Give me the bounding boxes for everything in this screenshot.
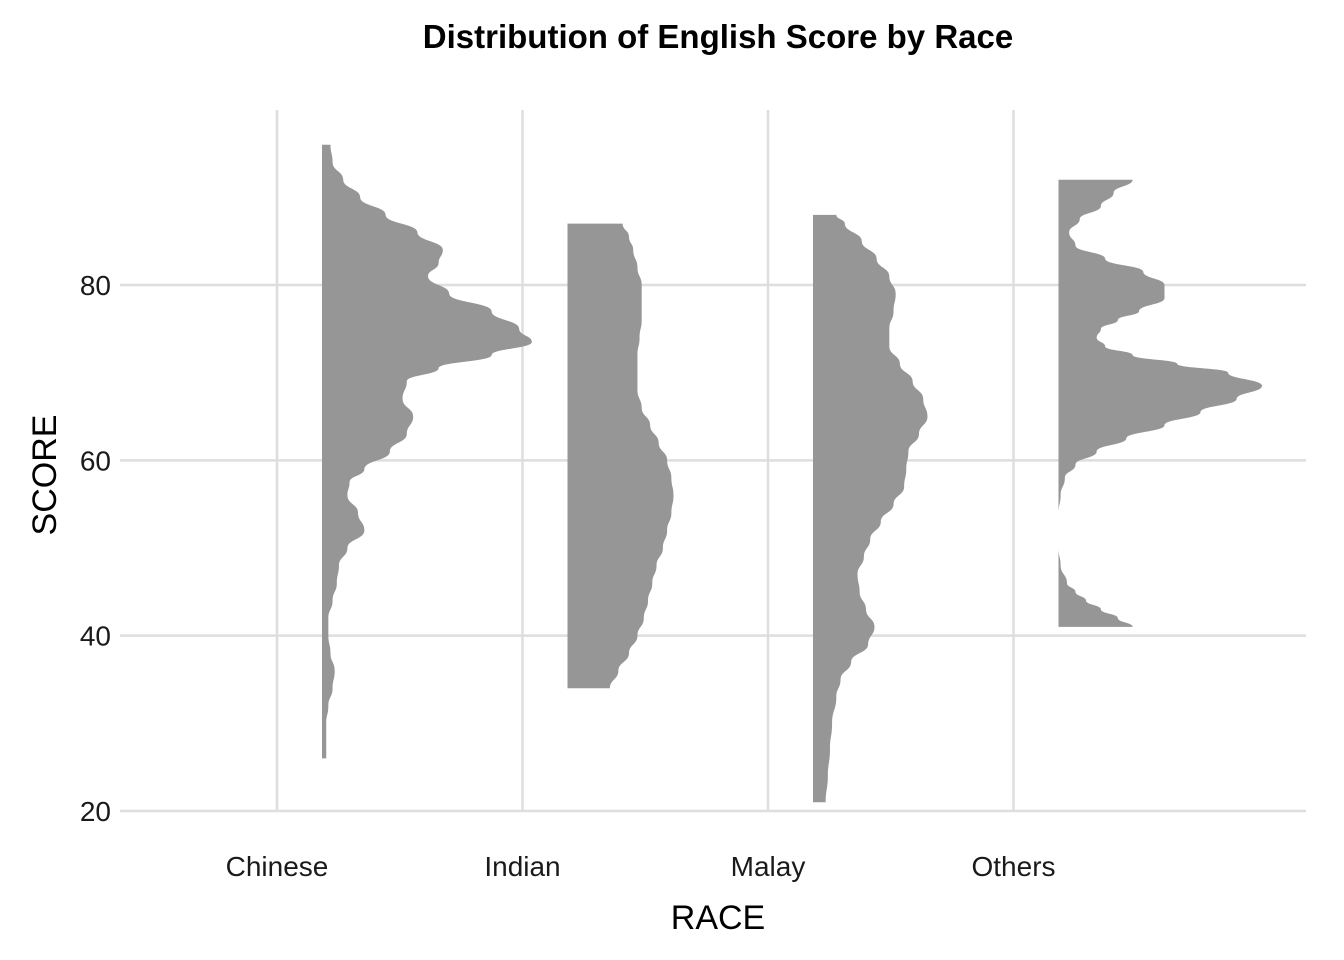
violin-chinese <box>322 144 532 759</box>
x-tick-label-malay: Malay <box>731 851 806 882</box>
violin-others <box>1058 179 1263 627</box>
y-axis-title: SCORE <box>26 415 64 536</box>
x-tick-label-others: Others <box>971 851 1055 882</box>
x-tick-label-indian: Indian <box>484 851 560 882</box>
x-tick-label-chinese: Chinese <box>226 851 329 882</box>
y-tick-label-20: 20 <box>80 796 111 827</box>
y-tick-label-60: 60 <box>80 445 111 476</box>
violins <box>322 144 1263 803</box>
violin-malay <box>813 214 928 803</box>
x-axis-ticks: Chinese Indian Malay Others <box>226 851 1056 882</box>
violin-indian <box>567 223 674 689</box>
chart-title: Distribution of English Score by Race <box>423 18 1013 55</box>
grid <box>120 110 1306 813</box>
y-tick-label-80: 80 <box>80 270 111 301</box>
y-tick-label-40: 40 <box>80 621 111 652</box>
y-axis-ticks: 20 40 60 80 <box>80 270 111 827</box>
x-axis-title: RACE <box>671 899 765 937</box>
